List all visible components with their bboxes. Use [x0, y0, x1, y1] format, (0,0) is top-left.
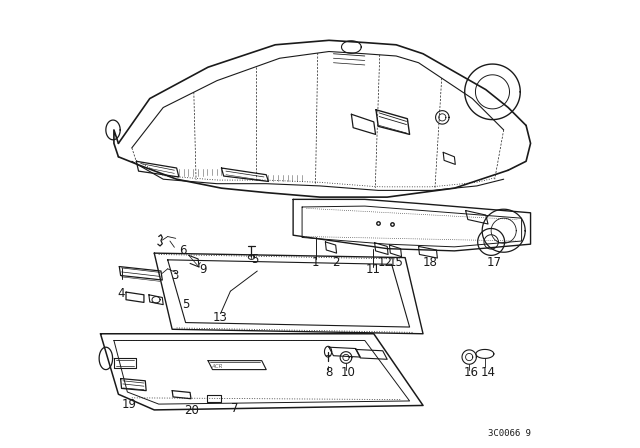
Text: 17: 17: [486, 255, 501, 269]
Text: 15: 15: [388, 255, 404, 269]
Text: 2: 2: [332, 255, 339, 269]
Text: 14: 14: [481, 366, 495, 379]
Text: 6: 6: [179, 244, 186, 258]
Text: 3C0066 9: 3C0066 9: [488, 429, 531, 438]
Text: 16: 16: [463, 366, 479, 379]
Text: 1: 1: [312, 255, 319, 269]
Text: 10: 10: [340, 366, 356, 379]
Text: 5: 5: [182, 298, 189, 311]
Text: 3: 3: [171, 269, 178, 282]
Text: 8: 8: [325, 366, 333, 379]
Text: 13: 13: [213, 310, 228, 324]
Text: ACR: ACR: [211, 364, 223, 369]
Text: 5: 5: [252, 253, 259, 267]
Text: 4: 4: [117, 287, 124, 300]
Text: 18: 18: [422, 255, 437, 269]
Text: 20: 20: [184, 404, 199, 418]
Text: 12: 12: [378, 255, 392, 269]
Text: 11: 11: [365, 263, 380, 276]
Text: 9: 9: [199, 263, 206, 276]
Text: 19: 19: [121, 398, 136, 412]
Text: 7: 7: [231, 402, 239, 415]
